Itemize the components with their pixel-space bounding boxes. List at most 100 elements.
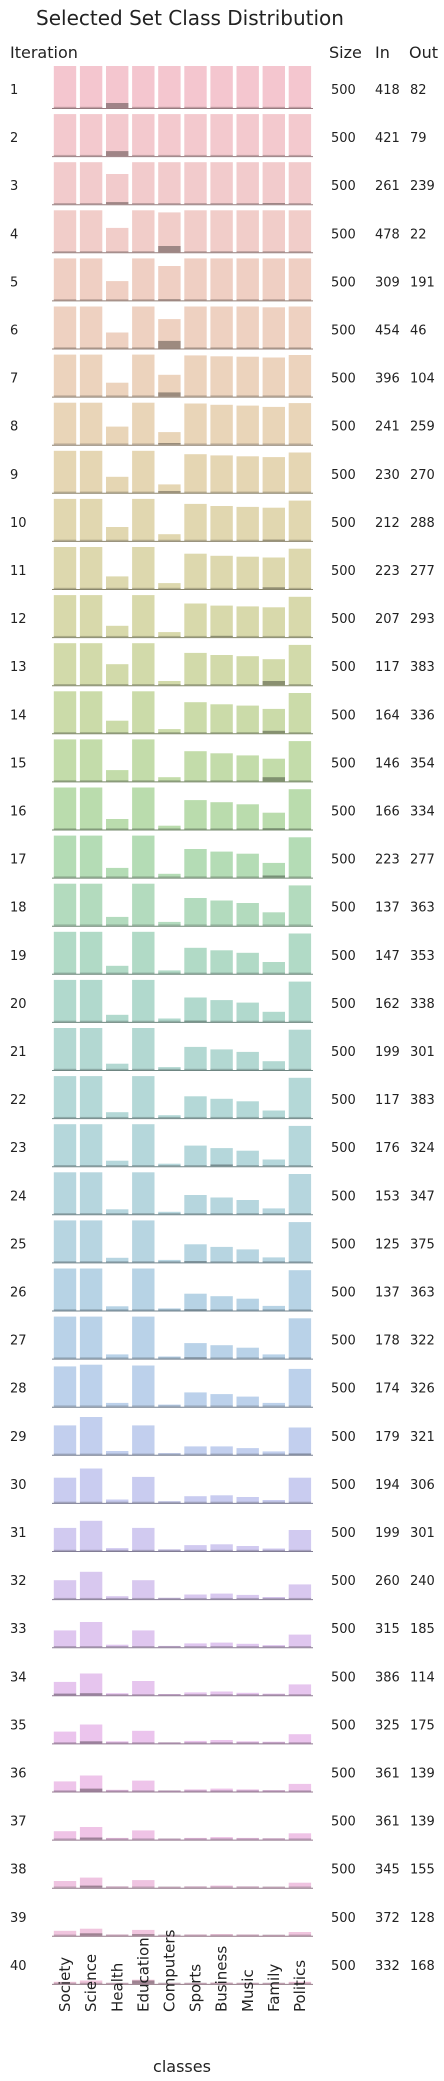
- class-bar: [262, 1305, 285, 1311]
- selected-bar: [106, 1020, 129, 1022]
- selected-bar: [79, 491, 103, 493]
- selected-bar: [236, 203, 259, 205]
- class-bar: [53, 1681, 77, 1696]
- iteration-label: 17: [10, 853, 27, 868]
- selected-bar: [184, 587, 207, 589]
- class-bar: [184, 1545, 207, 1551]
- selected-bar: [53, 1693, 77, 1696]
- in-value: 137: [375, 1286, 400, 1301]
- selected-bar: [288, 1116, 312, 1119]
- class-bar: [210, 506, 233, 541]
- selected-bar: [158, 1453, 181, 1455]
- iteration-label: 6: [10, 324, 18, 339]
- in-value: 332: [375, 1959, 400, 1974]
- size-value: 500: [331, 1045, 356, 1060]
- class-bar: [53, 1580, 77, 1600]
- selected-bar: [236, 106, 259, 108]
- class-bar: [158, 114, 181, 157]
- class-bar: [184, 1244, 207, 1263]
- selected-bar: [184, 684, 207, 686]
- selected-bar: [262, 1597, 285, 1600]
- selected-bar: [288, 1694, 312, 1696]
- selected-bar: [262, 1646, 285, 1648]
- in-value: 117: [375, 1093, 400, 1108]
- selected-bar: [262, 587, 285, 589]
- selected-bar: [53, 1790, 77, 1792]
- class-bar: [132, 1124, 155, 1167]
- selected-bar: [158, 1982, 181, 1984]
- class-bar: [106, 664, 129, 686]
- class-bar: [236, 405, 259, 445]
- selected-bar: [79, 1501, 103, 1503]
- out-value: 79: [410, 131, 427, 146]
- selected-bar: [236, 1838, 259, 1840]
- selected-bar: [106, 1501, 129, 1503]
- selected-bar: [288, 1549, 312, 1551]
- class-bar: [106, 867, 129, 878]
- selected-bar: [158, 684, 181, 686]
- selected-bar: [106, 1694, 129, 1696]
- class-bar: [262, 1208, 285, 1215]
- class-bar: [288, 1734, 312, 1744]
- class-bar: [106, 527, 129, 541]
- iteration-label: 7: [10, 372, 18, 387]
- iteration-label: 18: [10, 901, 27, 916]
- selected-bar: [158, 1116, 181, 1119]
- iteration-row: 21 500 199 301: [10, 1028, 435, 1071]
- selected-bar: [53, 251, 77, 253]
- selected-bar: [132, 1068, 155, 1070]
- selected-bar: [210, 876, 233, 878]
- out-value: 363: [410, 1286, 435, 1301]
- iteration-row: 2 500 421 79: [10, 114, 427, 158]
- selected-bar: [210, 1742, 233, 1744]
- iteration-label: 20: [10, 997, 27, 1012]
- selected-bar: [106, 1068, 129, 1070]
- selected-bar: [184, 1501, 207, 1503]
- iteration-label: 19: [10, 949, 27, 964]
- selected-bar: [53, 924, 77, 926]
- class-bar: [53, 1477, 77, 1503]
- class-bar: [158, 66, 181, 108]
- selected-bar: [262, 347, 285, 349]
- iteration-row: 10 500 212 288: [10, 498, 435, 542]
- size-value: 500: [331, 468, 356, 483]
- selected-bar: [262, 1838, 285, 1840]
- selected-bar: [53, 299, 77, 301]
- class-bar: [262, 258, 285, 301]
- iteration-row: 35 500 325 175: [10, 1718, 435, 1745]
- class-bar: [288, 66, 312, 108]
- selected-bar: [79, 1933, 103, 1936]
- in-value: 223: [375, 564, 400, 579]
- selected-bar: [132, 443, 155, 445]
- class-bar: [184, 1446, 207, 1455]
- iteration-label: 29: [10, 1430, 27, 1445]
- selected-bar: [79, 1309, 103, 1311]
- class-bar: [132, 787, 155, 830]
- selected-bar: [79, 443, 103, 445]
- class-bar: [262, 1110, 285, 1119]
- class-bar: [262, 607, 285, 638]
- selected-bar: [236, 684, 259, 686]
- in-value: 125: [375, 1237, 400, 1252]
- selected-bar: [262, 1742, 285, 1744]
- selected-bar: [79, 1116, 103, 1119]
- class-bar: [132, 1580, 155, 1600]
- class-bar: [106, 66, 129, 108]
- iteration-row: 36 500 361 139: [10, 1767, 435, 1793]
- selected-bar: [288, 1790, 312, 1792]
- class-bar: [210, 114, 233, 157]
- selected-bar: [132, 1694, 155, 1696]
- iteration-label: 22: [10, 1093, 27, 1108]
- in-value: 178: [375, 1334, 400, 1349]
- selected-bar: [53, 203, 77, 205]
- class-bar: [288, 596, 312, 638]
- selected-bar: [236, 1405, 259, 1407]
- class-bar: [288, 1477, 312, 1503]
- class-bar: [262, 862, 285, 878]
- class-bar: [210, 605, 233, 638]
- class-bar: [79, 1520, 103, 1551]
- iteration-row: 12 500 207 293: [10, 595, 435, 639]
- x-tick-label: Computers: [161, 1929, 179, 2012]
- size-value: 500: [331, 564, 356, 579]
- class-bar: [79, 1268, 103, 1311]
